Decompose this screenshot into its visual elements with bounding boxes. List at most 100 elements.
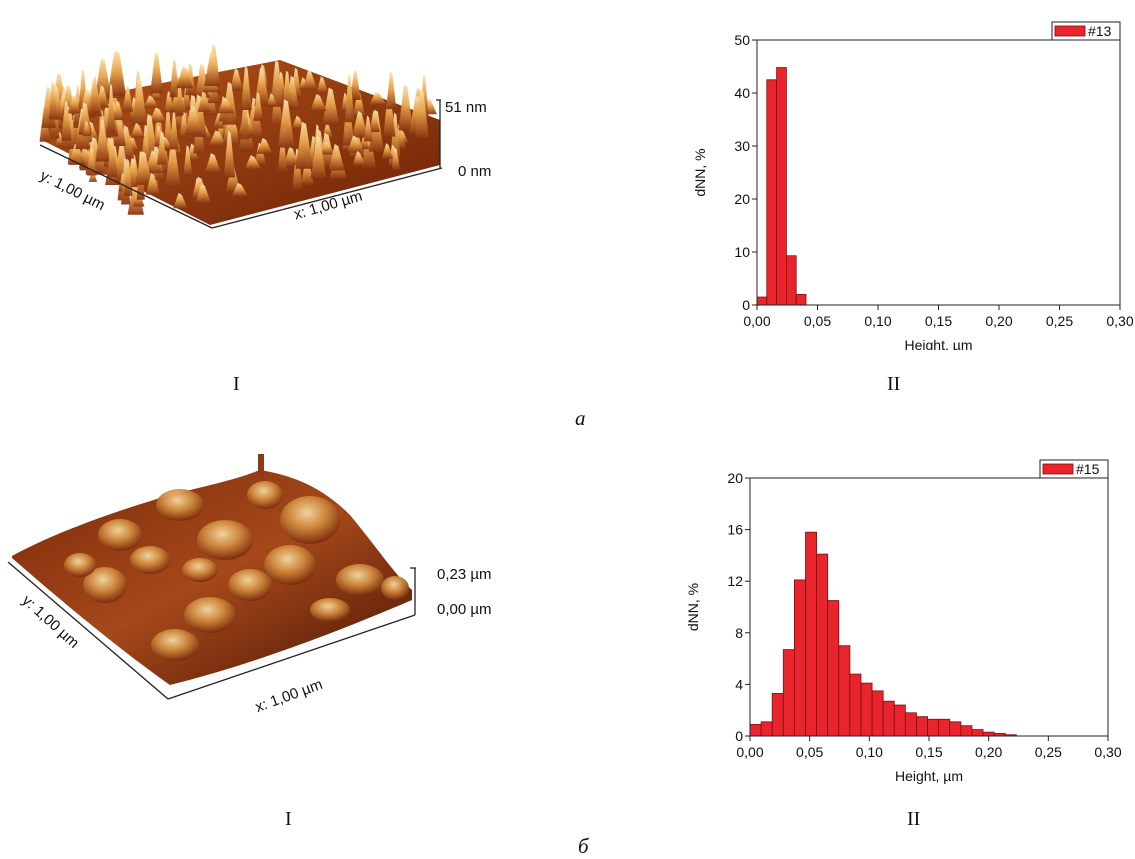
afm-peak bbox=[386, 71, 397, 110]
afm-peak bbox=[349, 70, 361, 100]
afm-grain bbox=[130, 546, 170, 574]
histogram-bar bbox=[927, 718, 940, 737]
afm-grain bbox=[151, 629, 199, 661]
afm-peak bbox=[184, 105, 203, 136]
afm-grain bbox=[182, 558, 218, 582]
x-tick-label: 0,25 bbox=[1035, 744, 1062, 760]
histogram-bar bbox=[882, 700, 895, 737]
afm-peak bbox=[240, 66, 252, 110]
afm-peak bbox=[253, 91, 264, 121]
afm-peak bbox=[223, 130, 236, 178]
afm-peak bbox=[88, 169, 98, 182]
legend: #15 bbox=[1039, 459, 1109, 479]
afm-peak bbox=[82, 120, 92, 137]
histogram-bar bbox=[749, 723, 762, 737]
afm-peak bbox=[150, 52, 164, 94]
y-tick-label: 30 bbox=[734, 138, 750, 154]
afm-peak bbox=[310, 93, 327, 112]
afm-peak bbox=[165, 140, 181, 187]
x-tick-label: 0,20 bbox=[985, 313, 1012, 329]
afm-peak bbox=[270, 60, 284, 107]
x-tick-label: 0,15 bbox=[915, 744, 942, 760]
afm-peak bbox=[205, 153, 221, 173]
histogram-bar bbox=[960, 725, 973, 737]
afm-peak bbox=[128, 158, 138, 188]
afm-peak bbox=[95, 118, 110, 162]
y-axis-label: dNN, % bbox=[692, 148, 708, 196]
x-tick-label: 0,10 bbox=[856, 744, 883, 760]
histogram-bar bbox=[893, 704, 906, 737]
afm-peak bbox=[282, 70, 293, 109]
afm-peak bbox=[256, 138, 273, 154]
afm-grain bbox=[336, 564, 384, 596]
afm-peak bbox=[231, 182, 249, 197]
histogram-bar bbox=[795, 293, 807, 306]
x-tick-label: 0,05 bbox=[804, 313, 831, 329]
afm-peak bbox=[363, 115, 373, 142]
afm-peak bbox=[173, 192, 188, 209]
y-tick-label: 20 bbox=[734, 191, 750, 207]
afm-peak bbox=[344, 74, 355, 123]
afm-peak bbox=[107, 83, 116, 134]
histogram-bar bbox=[838, 645, 851, 737]
afm-peak bbox=[144, 150, 163, 174]
afm-zmin-label: 0 nm bbox=[458, 163, 492, 180]
afm-grain bbox=[83, 567, 127, 603]
afm-grain bbox=[247, 481, 283, 509]
x-tick-label: 0,00 bbox=[743, 313, 770, 329]
histogram-b: 0,00 0,05 0,10 0,15 0,20 0,25 0,30 0 4 8 12 16 20 Hei… bbox=[685, 459, 1122, 784]
afm-peak bbox=[359, 133, 370, 150]
panel-letter-b: б bbox=[578, 834, 589, 858]
afm-grain bbox=[381, 576, 409, 600]
afm-peak bbox=[277, 133, 288, 172]
histogram-bar bbox=[756, 296, 768, 306]
afm-peak bbox=[302, 70, 318, 90]
afm-peak bbox=[415, 89, 429, 138]
afm-peak bbox=[277, 99, 295, 148]
legend-label: #15 bbox=[1076, 461, 1100, 477]
afm-peak bbox=[61, 100, 72, 141]
plot-frame bbox=[756, 39, 1121, 306]
afm-peak bbox=[169, 111, 179, 150]
afm-peak bbox=[157, 133, 167, 165]
afm-peak bbox=[222, 114, 240, 145]
histogram-bar bbox=[871, 690, 884, 737]
afm-panel-a: 51 nm 0 nm x: 1,00 µm y: 1,00 µm bbox=[0, 0, 520, 300]
x-tick-label: 0,05 bbox=[796, 744, 823, 760]
x-axis-label: Height, µm bbox=[905, 337, 973, 350]
afm-peak bbox=[186, 143, 199, 161]
afm-caption-b: I bbox=[285, 808, 292, 830]
afm-peak bbox=[67, 95, 81, 114]
afm-peak bbox=[320, 141, 335, 155]
afm-panel-b: 0,23 µm 0,00 µm x: 1,00 µm y: 1,00 µm bbox=[0, 440, 520, 740]
histogram-bar bbox=[827, 600, 840, 737]
y-tick-label: 16 bbox=[727, 522, 743, 538]
afm-peak bbox=[291, 115, 305, 129]
afm-peak bbox=[381, 143, 394, 159]
afm-peak bbox=[266, 93, 278, 107]
afm-peak bbox=[175, 80, 184, 116]
afm-peak bbox=[328, 143, 345, 171]
afm-peak bbox=[230, 68, 244, 91]
histogram-caption-a: II bbox=[887, 373, 901, 395]
afm-peak bbox=[352, 111, 369, 138]
afm-peak bbox=[244, 155, 262, 170]
histogram-bar bbox=[982, 731, 995, 737]
histogram-bar bbox=[786, 255, 797, 306]
y-tick-label: 10 bbox=[734, 244, 750, 260]
y-tick-label: 20 bbox=[727, 470, 743, 486]
afm-zmin-label: 0,00 µm bbox=[437, 601, 492, 618]
panel-letter-a: a bbox=[575, 406, 586, 430]
legend: #13 bbox=[1051, 21, 1121, 41]
afm-grain bbox=[264, 545, 316, 585]
afm-grain bbox=[280, 496, 340, 544]
x-axis-label: Height, µm bbox=[895, 768, 963, 784]
x-tick-label: 0,30 bbox=[1106, 313, 1133, 329]
afm-zmax-label: 51 nm bbox=[445, 99, 487, 116]
afm-grain bbox=[98, 519, 142, 551]
afm-peak bbox=[217, 97, 235, 114]
histogram-bar bbox=[771, 693, 784, 737]
afm-peak bbox=[208, 130, 227, 146]
afm-grain bbox=[184, 597, 236, 633]
x-tick-label: 0,20 bbox=[975, 744, 1002, 760]
